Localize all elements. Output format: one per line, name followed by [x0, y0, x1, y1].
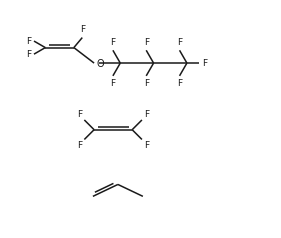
Text: F: F	[80, 25, 85, 34]
Text: F: F	[110, 38, 115, 47]
Text: F: F	[144, 110, 149, 119]
Text: F: F	[144, 141, 149, 150]
Text: F: F	[177, 79, 182, 88]
Text: F: F	[77, 110, 82, 119]
Text: F: F	[177, 38, 182, 47]
Text: F: F	[110, 79, 115, 88]
Text: F: F	[202, 59, 207, 68]
Text: F: F	[144, 79, 149, 88]
Text: F: F	[26, 50, 31, 59]
Text: F: F	[77, 141, 82, 150]
Text: F: F	[26, 37, 31, 45]
Text: O: O	[97, 59, 105, 69]
Text: F: F	[144, 38, 149, 47]
